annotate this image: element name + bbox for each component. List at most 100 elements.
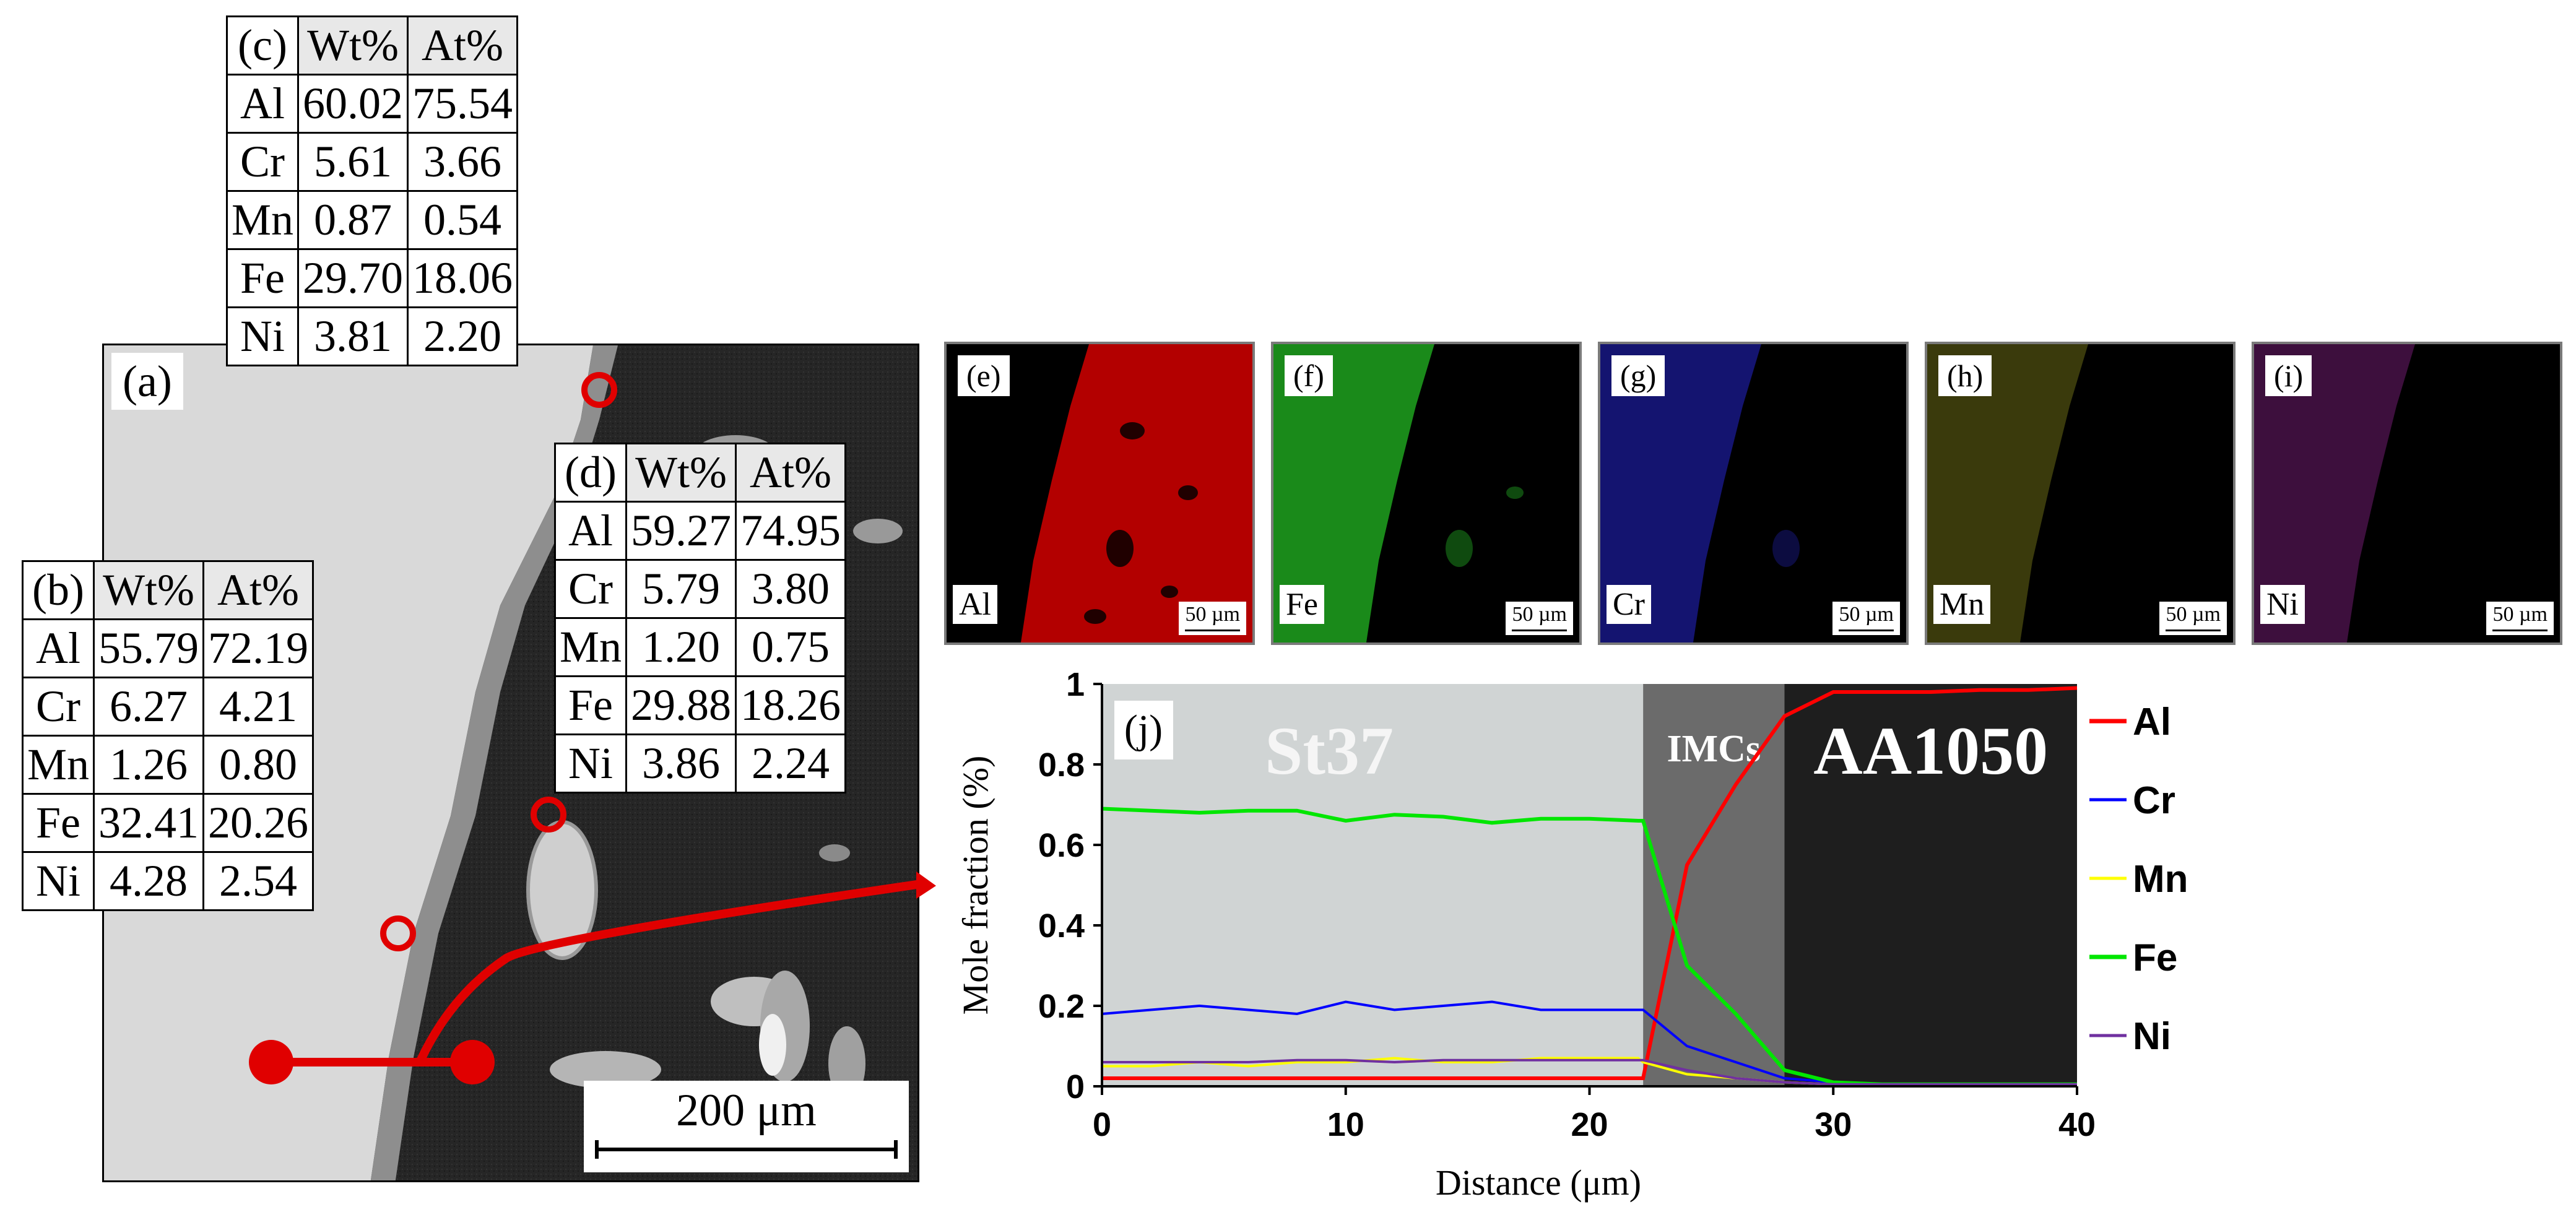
series-line-al — [1102, 686, 2078, 1080]
table-c-cell: 3.66 — [407, 132, 519, 192]
table-c-element: Cr — [225, 132, 300, 192]
table-d-cell: 59.27 — [625, 501, 737, 561]
table-d-cell: 2.24 — [735, 733, 847, 794]
table-d-cell: 3.80 — [735, 559, 847, 619]
scale-bar-label: 200 μm — [676, 1085, 817, 1136]
table-b-cell: 72.19 — [202, 618, 314, 678]
y-tick-label: 0.6 — [1038, 827, 1085, 864]
table-d-cell: 74.95 — [735, 501, 847, 561]
map-fe-tag: (f) — [1285, 355, 1333, 396]
table-d-element: Fe — [553, 675, 628, 735]
map-cr-tag: (g) — [1611, 355, 1665, 396]
y-axis-label: Mole fraction (%) — [955, 756, 995, 1015]
table-d-cell: 3.86 — [625, 733, 737, 794]
table-d-element: Al — [553, 501, 628, 561]
table-b-cell: 4.21 — [202, 677, 314, 737]
eds-table-c: (c) Wt% At% Al 60.02 75.54 Cr 5.61 3.66 Mn 0.… — [225, 15, 519, 366]
table-b-element: Fe — [21, 793, 95, 853]
marker-b — [380, 915, 416, 951]
map-cr: (g) Cr 50 µm — [1598, 342, 1909, 645]
map-mn-image — [1927, 344, 2088, 642]
panel-label-j: (j) — [1124, 707, 1163, 752]
map-ni-element: Ni — [2260, 585, 2305, 624]
map-ni-tag: (i) — [2265, 355, 2312, 396]
table-d-element: Cr — [553, 559, 628, 619]
map-fe-image — [1273, 344, 1524, 642]
sem-micrograph: (a) 200 μm — [102, 344, 919, 1182]
map-fe: (f) Fe 50 µm — [1271, 342, 1582, 645]
x-tick-label: 0 — [1093, 1106, 1111, 1143]
sem-image — [104, 345, 917, 1180]
scan-end-dot — [450, 1040, 495, 1084]
map-mn-element: Mn — [1933, 585, 1991, 624]
map-ni: (i) Ni 50 µm — [2252, 342, 2562, 645]
table-d-cell: 1.20 — [625, 617, 737, 677]
table-c-cell: 0.54 — [407, 190, 519, 250]
map-ni-scale-label: 50 µm — [2492, 603, 2548, 626]
eds-table-d: (d) Wt% At% Al 59.27 74.95 Cr 5.79 3.80 Mn 1.… — [553, 443, 847, 794]
map-al-tag: (e) — [958, 355, 1010, 396]
table-d-cell: 29.88 — [625, 675, 737, 735]
table-c-element: Mn — [225, 190, 300, 250]
map-fe-element: Fe — [1280, 585, 1324, 624]
table-c-element: Fe — [225, 248, 300, 308]
table-c-header-wt: Wt% — [297, 15, 409, 76]
table-b-cell: 2.54 — [202, 851, 314, 911]
table-d-cell: 5.79 — [625, 559, 737, 619]
table-b-header-at: At% — [202, 560, 314, 620]
table-b-element: Mn — [21, 735, 95, 795]
region-st37 — [1102, 684, 1644, 1086]
table-c-cell: 60.02 — [297, 74, 409, 134]
table-b-element: Al — [21, 618, 95, 678]
map-cr-image — [1600, 344, 1800, 642]
table-b-cell: 6.27 — [93, 677, 205, 737]
table-d-label: (d) — [553, 443, 628, 503]
table-d-header-at: At% — [735, 443, 847, 503]
map-fe-scale: 50 µm — [1506, 602, 1573, 635]
region-label-st37: St37 — [1265, 713, 1394, 789]
table-b-cell: 55.79 — [93, 618, 205, 678]
y-tick-label: 0 — [1066, 1068, 1085, 1105]
table-b-element: Ni — [21, 851, 95, 911]
region-aa1050 — [1784, 684, 2077, 1086]
marker-d — [531, 797, 566, 833]
legend-label-mn: Mn — [2133, 858, 2188, 901]
map-ni-scale: 50 µm — [2486, 602, 2554, 635]
scale-bar-box: 200 μm — [584, 1081, 909, 1172]
table-b-element: Cr — [21, 677, 95, 737]
region-label-imcs: IMCs — [1667, 728, 1761, 770]
legend-label-ni: Ni — [2133, 1015, 2171, 1058]
legend-label-al: Al — [2133, 701, 2171, 743]
x-tick-label: 40 — [2058, 1106, 2096, 1143]
arrow-head — [916, 872, 936, 899]
marker-c — [581, 372, 617, 408]
table-c-element: Al — [225, 74, 300, 134]
table-b-cell: 20.26 — [202, 793, 314, 853]
table-c-cell: 0.87 — [297, 190, 409, 250]
panel-label-a: (a) — [111, 353, 183, 410]
table-b-header-wt: Wt% — [93, 560, 205, 620]
x-tick-label: 10 — [1327, 1106, 1364, 1143]
map-fe-scale-label: 50 µm — [1512, 603, 1567, 626]
table-c-cell: 18.06 — [407, 248, 519, 308]
eds-table-b: (b) Wt% At% Al 55.79 72.19 Cr 6.27 4.21 Mn 1.… — [21, 560, 314, 911]
table-d-cell: 0.75 — [735, 617, 847, 677]
table-c-cell: 75.54 — [407, 74, 519, 134]
x-tick-label: 20 — [1571, 1106, 1608, 1143]
line-profile-chart: St37 IMCs AA1050 0 10 20 30 40 0 0.2 0.4 0.6 0.8 1 A… — [955, 666, 2188, 1203]
map-mn-scale-label: 50 µm — [2166, 603, 2221, 626]
table-b-cell: 32.41 — [93, 793, 205, 853]
y-tick-label: 1 — [1066, 666, 1085, 703]
y-tick-label: 0.8 — [1038, 746, 1085, 784]
map-al-scale: 50 µm — [1179, 602, 1246, 635]
scale-bar-line — [595, 1148, 898, 1151]
table-c-element: Ni — [225, 306, 300, 366]
table-c-header-at: At% — [407, 15, 519, 76]
table-c-cell: 3.81 — [297, 306, 409, 366]
table-c-cell: 29.70 — [297, 248, 409, 308]
y-tick-label: 0.2 — [1038, 988, 1085, 1025]
map-ni-image — [2254, 344, 2415, 642]
table-d-cell: 18.26 — [735, 675, 847, 735]
map-cr-scale-label: 50 µm — [1839, 603, 1894, 626]
table-b-cell: 0.80 — [202, 735, 314, 795]
